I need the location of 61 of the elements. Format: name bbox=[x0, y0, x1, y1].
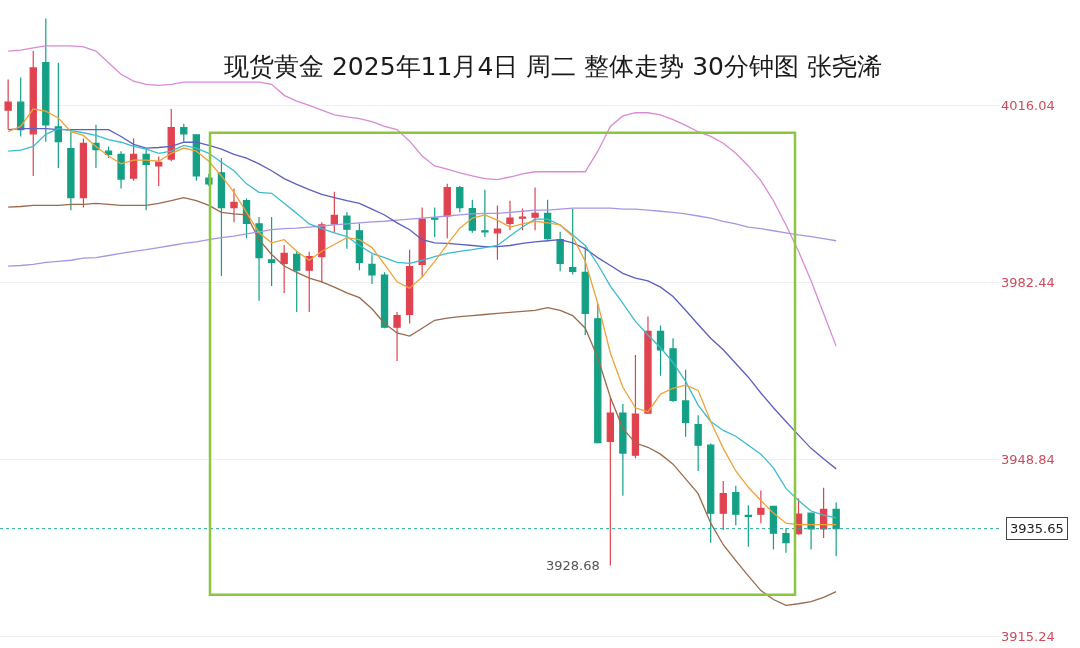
y-tick-label: 4016.04 bbox=[1001, 97, 1055, 113]
candlestick bbox=[405, 249, 414, 325]
candlestick bbox=[732, 485, 740, 526]
candlestick bbox=[719, 480, 727, 531]
candlestick bbox=[744, 504, 753, 548]
candlestick bbox=[694, 414, 702, 472]
candlestick bbox=[393, 311, 401, 362]
candlestick bbox=[305, 251, 313, 313]
candlestick bbox=[129, 137, 138, 182]
candlestick bbox=[631, 354, 640, 459]
candlestick bbox=[431, 206, 439, 238]
annotation: 3928.68 bbox=[546, 558, 600, 573]
candlestick bbox=[644, 316, 652, 415]
candlestick bbox=[368, 253, 376, 285]
candlestick bbox=[280, 244, 288, 294]
candlestick bbox=[155, 155, 163, 187]
candlestick bbox=[782, 527, 790, 554]
candlestick bbox=[669, 337, 677, 403]
candlestick bbox=[17, 76, 25, 138]
candlestick bbox=[581, 247, 589, 336]
candlestick bbox=[656, 324, 665, 377]
candlestick bbox=[79, 137, 88, 209]
candlestick bbox=[180, 123, 188, 143]
candlestick bbox=[67, 131, 75, 211]
candlestick bbox=[707, 442, 715, 544]
candlestick bbox=[293, 251, 301, 313]
candlestick bbox=[380, 271, 389, 329]
candlestick bbox=[807, 512, 815, 551]
y-tick-label: 3915.24 bbox=[1001, 628, 1055, 644]
candlestick bbox=[117, 150, 125, 190]
candlestick bbox=[230, 188, 238, 223]
candlestick bbox=[481, 189, 489, 238]
candlestick bbox=[42, 17, 50, 143]
y-tick-label: 3982.44 bbox=[1001, 274, 1055, 290]
candlestick bbox=[569, 208, 577, 276]
candlestick bbox=[594, 303, 602, 445]
candlestick bbox=[456, 185, 464, 213]
line-series bbox=[7, 207, 837, 267]
candlestick bbox=[217, 157, 226, 277]
candlestick bbox=[330, 191, 339, 234]
candlestick bbox=[619, 403, 627, 497]
candlestick bbox=[29, 50, 37, 177]
y-tick-label: 3948.84 bbox=[1001, 451, 1055, 467]
candlestick bbox=[54, 62, 63, 169]
candlestick bbox=[142, 147, 150, 211]
candlestick bbox=[4, 78, 12, 131]
candlestick bbox=[418, 206, 426, 278]
candlestick bbox=[606, 396, 615, 566]
line-series bbox=[7, 196, 837, 606]
candlestick bbox=[506, 200, 514, 231]
candlestick bbox=[832, 502, 840, 557]
candlestick bbox=[267, 216, 276, 287]
candlestick bbox=[493, 204, 502, 261]
candlestick bbox=[518, 208, 527, 231]
candlestick bbox=[757, 489, 765, 524]
ref-line-label: 3935.65 bbox=[1010, 521, 1064, 536]
candlestick bbox=[681, 369, 690, 438]
candlestick bbox=[556, 231, 564, 272]
candlestick bbox=[531, 186, 539, 231]
text: 现货黄金 2025年11月4日 周二 整体走势 30分钟图 张尧浠 bbox=[224, 51, 882, 81]
candlestick bbox=[443, 183, 451, 239]
